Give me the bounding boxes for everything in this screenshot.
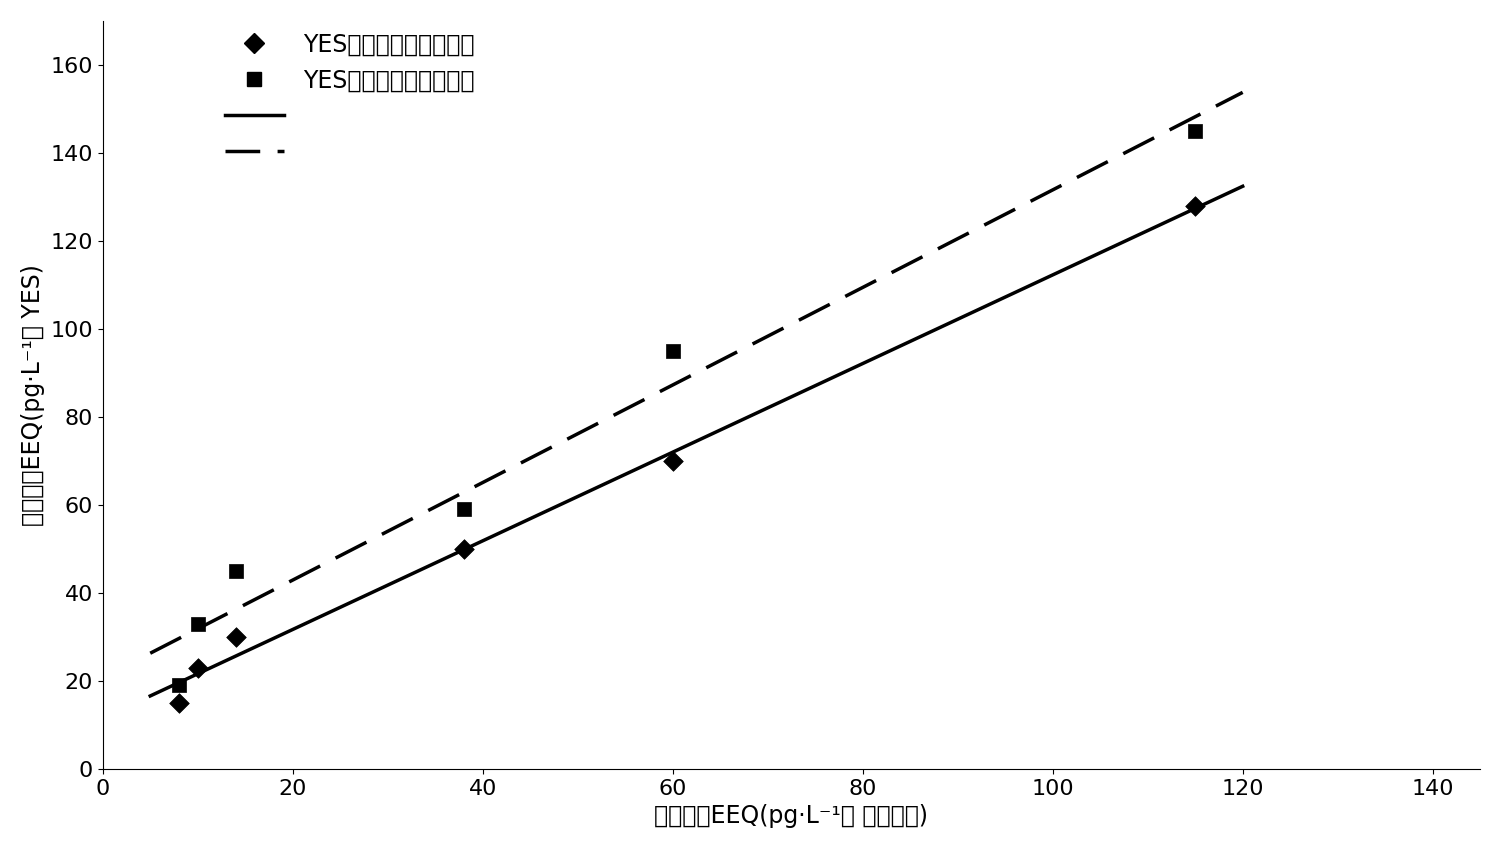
Point [167, 696, 191, 710]
Point [452, 503, 476, 516]
Point [167, 678, 191, 692]
Point [452, 542, 476, 555]
Legend: YES（双杂交酵母细胞）, YES（单杂交酵母细胞）, , : YES（双杂交酵母细胞）, YES（单杂交酵母细胞）, , [225, 32, 474, 164]
X-axis label: 毒性当量EEQ(pg·L⁻¹， 质谱分析): 毒性当量EEQ(pg·L⁻¹， 质谱分析) [654, 804, 929, 828]
Point [224, 564, 248, 577]
Point [224, 630, 248, 644]
Point [1183, 199, 1207, 212]
Y-axis label: 毒性当量EEQ(pg·L⁻¹， YES): 毒性当量EEQ(pg·L⁻¹， YES) [21, 264, 45, 526]
Point [660, 344, 684, 357]
Point [186, 661, 210, 674]
Point [1183, 124, 1207, 138]
Point [660, 454, 684, 468]
Point [186, 617, 210, 631]
